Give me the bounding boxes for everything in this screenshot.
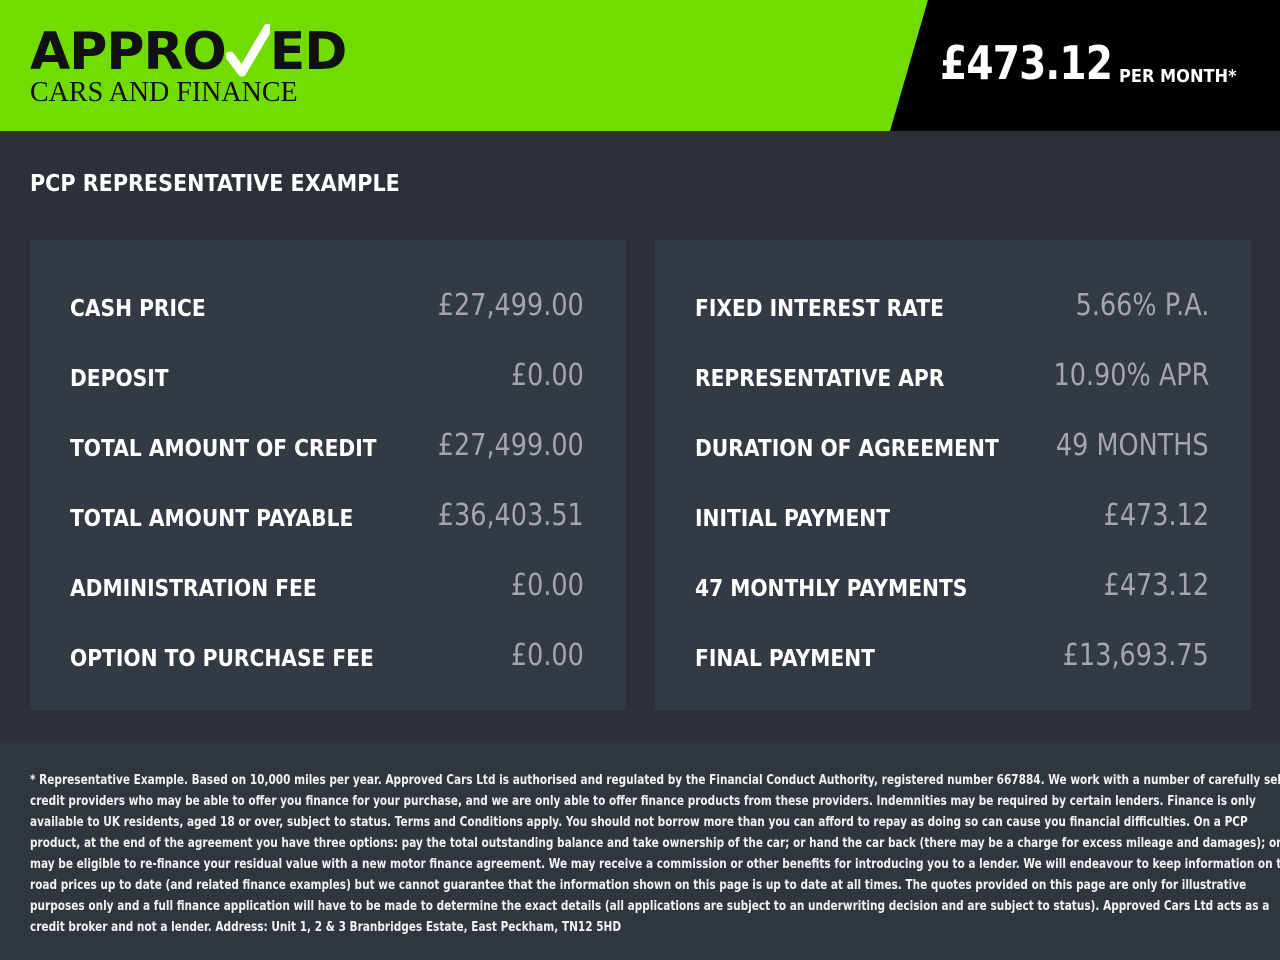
- logo-subtitle: CARS AND FINANCE: [30, 77, 298, 108]
- finance-row: INITIAL PAYMENT £473.12: [695, 498, 1209, 538]
- row-label: DEPOSIT: [70, 366, 169, 392]
- row-label: TOTAL AMOUNT PAYABLE: [70, 506, 354, 532]
- disclaimer-line: * Representative Example. Based on 10,00…: [30, 772, 1280, 788]
- finance-row: TOTAL AMOUNT PAYABLE £36,403.51: [70, 498, 584, 538]
- disclaimer-line: credit broker and not a lender. Address:…: [30, 919, 622, 935]
- disclaimer-line: road prices up to date (and related fina…: [30, 877, 1247, 893]
- monthly-price: £473.12: [940, 36, 1113, 90]
- row-label: DURATION OF AGREEMENT: [695, 436, 999, 462]
- finance-row: DURATION OF AGREEMENT 49 MONTHS: [695, 428, 1209, 468]
- row-value: 49 MONTHS: [1056, 428, 1209, 463]
- row-label: CASH PRICE: [70, 296, 206, 322]
- finance-row: CASH PRICE £27,499.00: [70, 288, 584, 328]
- row-value: £0.00: [510, 358, 584, 393]
- finance-row: REPRESENTATIVE APR 10.90% APR: [695, 358, 1209, 398]
- disclaimer-line: product, at the end of the agreement you…: [30, 835, 1280, 851]
- row-label: INITIAL PAYMENT: [695, 506, 891, 532]
- row-value: 5.66% P.A.: [1075, 288, 1209, 323]
- logo-text-ed: ED: [269, 22, 348, 82]
- finance-row: 47 MONTHLY PAYMENTS £473.12: [695, 568, 1209, 608]
- page-title: PCP REPRESENTATIVE EXAMPLE: [30, 171, 400, 197]
- row-label: ADMINISTRATION FEE: [70, 576, 317, 602]
- disclaimer-line: may be eligible to re-finance your resid…: [30, 856, 1280, 872]
- row-value: 10.90% APR: [1053, 358, 1209, 393]
- row-label: REPRESENTATIVE APR: [695, 366, 945, 392]
- row-label: TOTAL AMOUNT OF CREDIT: [70, 436, 377, 462]
- logo: APPRO ED CARS AND FINANCE: [30, 22, 348, 108]
- disclaimer-line: purposes only and a full finance applica…: [30, 898, 1270, 914]
- disclaimer-text: * Representative Example. Based on 10,00…: [30, 770, 1280, 938]
- finance-row: FINAL PAYMENT £13,693.75: [695, 638, 1209, 678]
- finance-panel-right: FIXED INTEREST RATE 5.66% P.A. REPRESENTAT…: [655, 240, 1251, 710]
- finance-row: ADMINISTRATION FEE £0.00: [70, 568, 584, 608]
- row-value: £36,403.51: [437, 498, 584, 533]
- row-label: FIXED INTEREST RATE: [695, 296, 944, 322]
- row-value: £473.12: [1103, 568, 1209, 603]
- row-value: £0.00: [510, 638, 584, 673]
- finance-panel-left: CASH PRICE £27,499.00 DEPOSIT £0.00 TOTAL AM…: [30, 240, 626, 710]
- header-banner: APPRO ED CARS AND FINANCE £473.12 PER MON…: [0, 0, 1280, 131]
- logo-text-approved: APPRO: [30, 22, 227, 82]
- disclaimer-footer: * Representative Example. Based on 10,00…: [0, 740, 1280, 960]
- row-label: FINAL PAYMENT: [695, 646, 875, 672]
- row-value: £27,499.00: [437, 428, 584, 463]
- disclaimer-line: available to UK residents, aged 18 or ov…: [30, 814, 1248, 830]
- row-value: £473.12: [1103, 498, 1209, 533]
- finance-row: OPTION TO PURCHASE FEE £0.00: [70, 638, 584, 678]
- price-box: [890, 0, 1280, 131]
- row-label: 47 MONTHLY PAYMENTS: [695, 576, 968, 602]
- row-value: £0.00: [510, 568, 584, 603]
- finance-row: FIXED INTEREST RATE 5.66% P.A.: [695, 288, 1209, 328]
- row-value: £13,693.75: [1062, 638, 1209, 673]
- checkmark-icon: [225, 23, 273, 80]
- per-month-label: PER MONTH*: [1119, 66, 1237, 87]
- finance-row: TOTAL AMOUNT OF CREDIT £27,499.00: [70, 428, 584, 468]
- row-label: OPTION TO PURCHASE FEE: [70, 646, 374, 672]
- finance-row: DEPOSIT £0.00: [70, 358, 584, 398]
- row-value: £27,499.00: [437, 288, 584, 323]
- disclaimer-line: credit providers who may be able to offe…: [30, 793, 1256, 809]
